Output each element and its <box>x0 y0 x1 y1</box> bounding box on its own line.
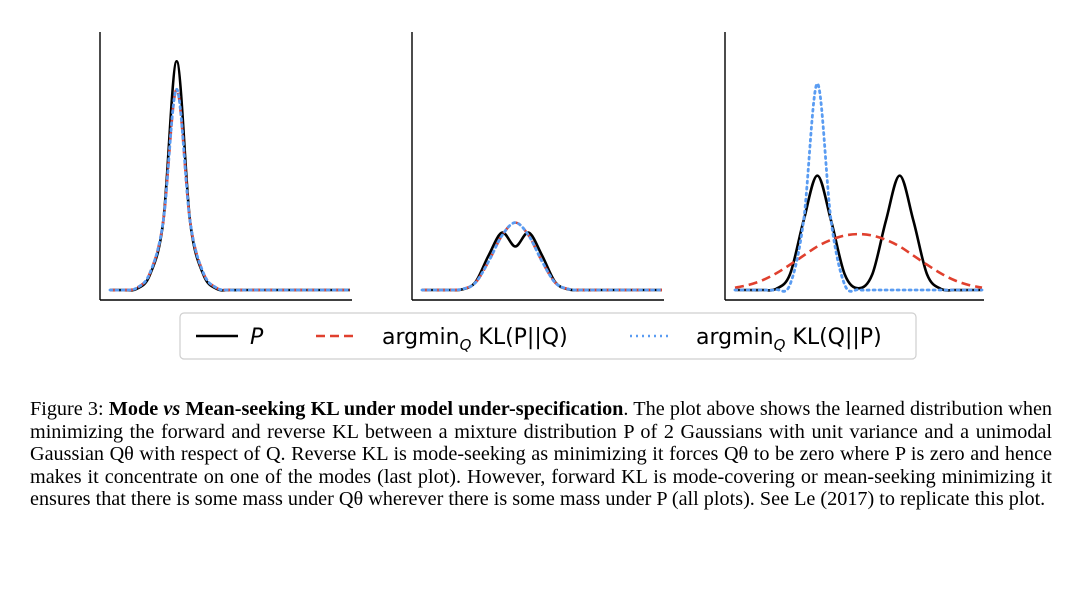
caption-title-part1: Mode <box>108 398 159 420</box>
caption-body: . The plot above shows the learned distr… <box>30 398 1052 511</box>
plot-panel-1 <box>99 32 352 301</box>
caption-title-part2: Mean-seeking KL under model under-specif… <box>185 398 624 420</box>
series-forward-kl-line <box>109 88 350 292</box>
caption-label: Figure 3: <box>30 398 104 420</box>
series-p-line <box>735 174 982 292</box>
legend-frame <box>179 312 917 360</box>
plot-panel-2 <box>411 32 664 301</box>
plot-panel-3 <box>724 32 984 301</box>
legend-label-reverse: argminQ KL(Q||P) <box>696 325 882 354</box>
caption-title-vs: vs <box>163 398 181 420</box>
series-forward-kl-line <box>734 232 983 289</box>
legend-label-p: P <box>250 325 264 350</box>
series-reverse-kl-line <box>733 82 984 293</box>
series-p-line <box>109 59 350 292</box>
legend-label-forward: argminQ KL(P||Q) <box>382 325 568 354</box>
figure-3-plots: P argminQ KL(P||Q) argminQ KL(Q||P) <box>99 32 984 360</box>
series-reverse-kl-line <box>420 221 664 292</box>
legend: P argminQ KL(P||Q) argminQ KL(Q||P) <box>179 312 917 360</box>
series-reverse-kl-line <box>108 87 352 292</box>
figure-caption: Figure 3: Mode vs Mean-seeking KL under … <box>30 398 1052 511</box>
